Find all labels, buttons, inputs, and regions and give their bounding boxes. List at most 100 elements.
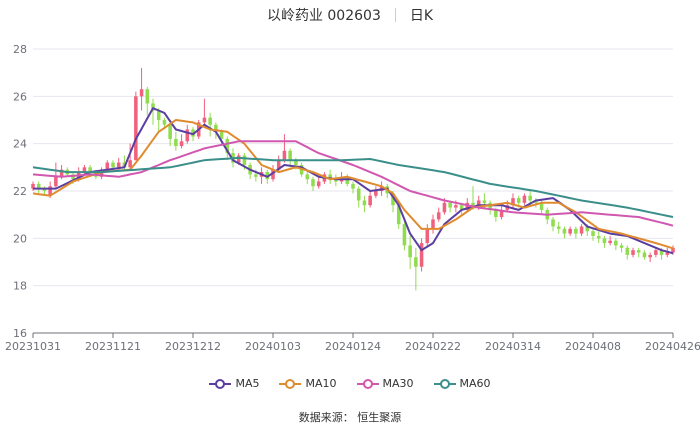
candle-body [579,226,584,234]
candle-body [105,162,110,170]
candle-body [442,202,447,213]
candle-body [465,202,470,210]
candle-body [402,224,407,246]
candle-body [574,228,578,234]
series-line-ma10 [32,119,674,250]
candle-body [294,160,298,165]
x-tick-label: 20240222 [405,340,461,353]
legend: MA5 MA10 MA30 MA60 [0,377,700,390]
legend-label-ma5: MA5 [235,377,260,390]
candle-body [151,103,155,111]
x-tick-label: 20231121 [85,340,141,353]
candle-body [316,181,321,187]
candle-body [214,124,218,132]
y-tick-label: 16 [13,327,27,340]
y-tick-label: 28 [13,43,27,56]
candle-body [162,120,167,125]
candle-body [551,219,555,227]
candle-body [328,174,332,180]
candle-body [408,245,412,258]
candle-body [511,198,515,206]
candle-body [236,155,241,163]
candle-body [556,226,561,229]
candle-body [31,183,35,189]
candle-body [134,96,138,161]
candle-body [59,169,64,177]
candle-body [436,212,441,220]
y-tick-label: 24 [13,138,27,151]
legend-label-ma10: MA10 [305,377,337,390]
candle-body [168,124,172,139]
x-tick-label: 20240426 [645,340,700,353]
candle-body [156,110,161,120]
candle-body [374,191,378,196]
y-tick-label: 22 [13,185,27,198]
candle-body [202,117,207,123]
candle-body [636,250,641,253]
candle-body [145,89,150,104]
candle-body [614,240,618,246]
x-tick-label: 20240103 [245,340,301,353]
candle-body [311,179,315,187]
legend-marker-ma5 [209,378,232,389]
candle-body [305,174,310,180]
candle-body [48,186,52,196]
candle-body [494,209,498,218]
candle-body [174,138,178,147]
stock-name: 以岭药业 002603 [266,8,381,24]
legend-item-ma60[interactable]: MA60 [433,377,491,390]
candle-body [128,160,132,168]
candle-body [602,238,607,244]
candle-body [459,205,464,210]
candle-body [54,176,58,187]
candle-body [88,167,92,173]
x-tick-label: 20231212 [165,340,221,353]
candle-body [476,200,481,208]
candle-body [619,245,624,248]
candle-body [654,250,658,255]
candle-body [334,179,338,182]
candle-body [396,205,401,225]
candle-body [454,205,458,208]
candle-body [276,160,281,170]
x-tick-label: 20240408 [565,340,621,353]
candle-body [82,167,87,173]
candle-body [471,202,475,208]
candle-body [596,235,601,239]
candle-body [642,252,647,258]
y-tick-label: 18 [13,280,27,293]
candle-body [282,150,287,161]
legend-marker-ma10 [279,378,302,389]
candle-body [139,89,144,97]
legend-label-ma60: MA60 [459,377,491,390]
candle-body [368,195,372,206]
candle-body [568,228,572,234]
candle-body [116,162,121,168]
candle-body [671,247,675,253]
candle-body [539,202,544,210]
legend-item-ma10[interactable]: MA10 [279,377,337,390]
legend-item-ma5[interactable]: MA5 [209,377,259,390]
legend-item-ma30[interactable]: MA30 [356,377,414,390]
candle-body [111,162,115,168]
candle-body [219,131,224,139]
data-source: 数据来源： 恒生聚源 [298,411,402,424]
chart-title: 以岭药业 002603 日K [0,5,700,25]
candle-body [288,150,292,161]
legend-marker-ma60 [433,378,456,389]
series-line-ma30 [32,140,674,227]
candle-body [362,200,367,206]
candle-body [591,231,595,236]
x-tick-label: 20231031 [5,340,61,353]
candle-body [271,169,275,180]
candle-body [482,200,487,203]
title-divider [394,8,396,22]
candle-body [345,176,350,184]
legend-marker-ma30 [356,378,379,389]
candle-body [425,228,430,244]
candle-body [36,183,41,189]
candle-body [419,243,424,267]
candle-body [516,198,521,203]
candle-body [242,155,247,165]
